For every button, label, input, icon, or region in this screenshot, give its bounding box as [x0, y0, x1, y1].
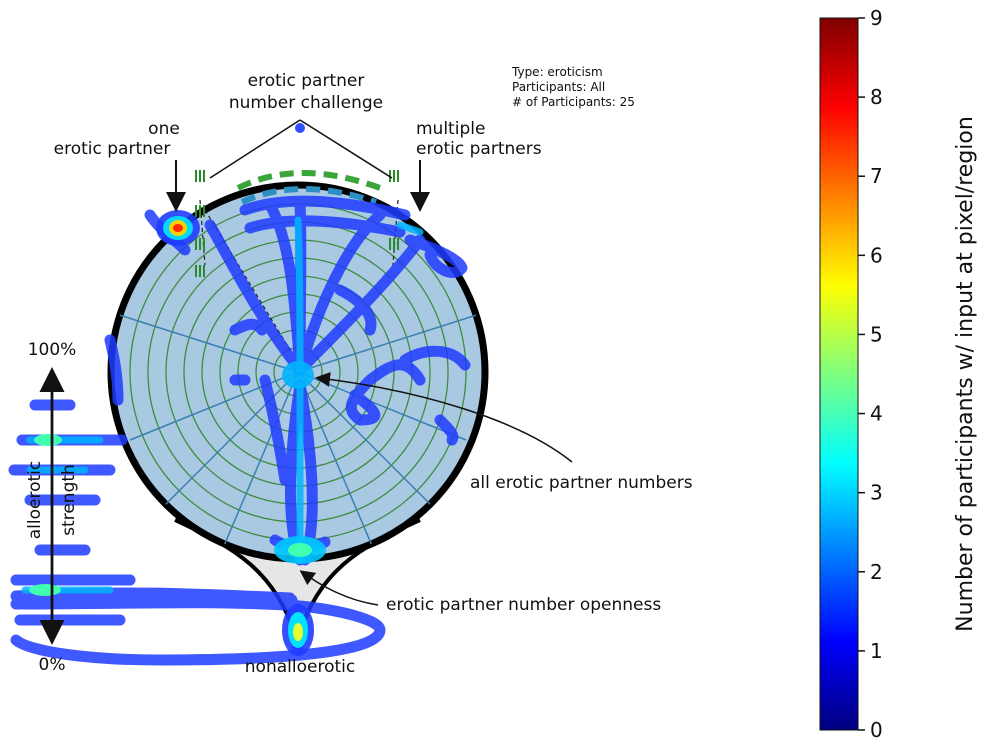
tally-marks: [195, 170, 399, 277]
axis-name-line1: alloerotic: [25, 461, 45, 539]
info-count: # of Participants: 25: [512, 95, 635, 109]
nonallo-label: nonalloerotic: [245, 657, 355, 677]
colorbar-gradient: [819, 17, 859, 731]
openness-label: erotic partner number openness: [386, 595, 661, 615]
hotspot-openness: [274, 536, 326, 564]
one-partner-label-1: one: [148, 119, 180, 139]
colorbar-tick-label: 7: [870, 164, 883, 188]
colorbar-tick-label: 4: [870, 402, 883, 426]
colorbar: 0 1 2 3 4 5 6 7 8 9 Number of participants w/ inp…: [819, 6, 978, 742]
one-partner-label-2: erotic partner: [54, 139, 171, 159]
challenge-label-2: number challenge: [229, 93, 383, 113]
axis-bottom-label: 0%: [39, 655, 66, 675]
challenge-label-1: erotic partner: [248, 71, 365, 91]
all-numbers-label: all erotic partner numbers: [470, 473, 693, 493]
info-type: Type: eroticism: [511, 65, 603, 79]
axis-top-label: 100%: [28, 340, 77, 360]
colorbar-tick-label: 8: [870, 85, 883, 109]
colorbar-tick-label: 6: [870, 243, 883, 267]
multiple-partners-label-2: erotic partners: [416, 139, 542, 159]
hotspot-center: [282, 361, 314, 389]
multiple-partners-label-1: multiple: [416, 119, 485, 139]
heatmap-overlay: [8, 195, 471, 666]
colorbar-tick-label: 9: [870, 6, 883, 30]
colorbar-ticks: 0 1 2 3 4 5 6 7 8 9: [858, 6, 883, 742]
hotspot-one-partner: [156, 210, 200, 246]
colorbar-tick-label: 5: [870, 322, 883, 346]
info-participants: Participants: All: [512, 80, 605, 94]
colorbar-tick-label: 3: [870, 481, 883, 505]
hotspot-nonallo: [282, 604, 314, 656]
challenge-dot: [295, 123, 305, 133]
annotation-arrows: [166, 119, 573, 606]
colorbar-tick-label: 2: [870, 560, 883, 584]
colorbar-tick-label: 1: [870, 639, 883, 663]
axis-name-line2: strength: [59, 464, 79, 536]
colorbar-label: Number of participants w/ input at pixel…: [953, 116, 978, 632]
colorbar-tick-label: 0: [870, 718, 883, 742]
